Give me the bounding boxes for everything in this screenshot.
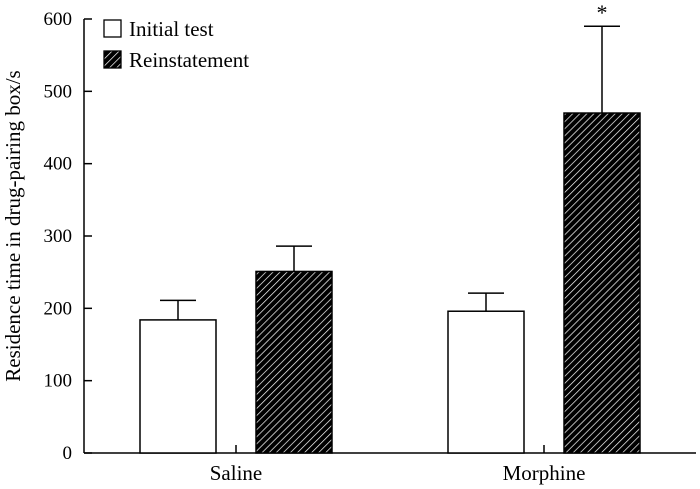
y-tick-label: 500 — [44, 81, 73, 102]
legend-label: Reinstatement — [129, 48, 249, 72]
bar-initial-test — [447, 310, 525, 454]
y-tick-label: 200 — [44, 298, 73, 319]
legend-label: Initial test — [129, 17, 214, 41]
plot-area: 0 100 200 300 400 500 600 Saline Morphine * — [44, 0, 696, 485]
bar-initial-test — [139, 319, 217, 454]
x-category-label: Morphine — [503, 461, 586, 485]
y-tick-label: 0 — [63, 443, 73, 464]
y-tick-label: 100 — [44, 371, 73, 392]
legend: Initial test Reinstatement — [103, 17, 249, 72]
y-tick-label: 300 — [44, 226, 73, 247]
x-category-label: Saline — [210, 461, 263, 485]
significance-marker: * — [597, 0, 608, 25]
y-axis-label: Residence time in drug-pairing box/s — [1, 70, 25, 381]
y-tick-label: 600 — [44, 9, 73, 30]
legend-swatch-initial-test — [103, 19, 122, 38]
bar-reinstatement — [563, 112, 641, 454]
y-tick-label: 400 — [44, 154, 73, 175]
legend-swatch-reinstatement — [103, 50, 122, 69]
bar-reinstatement — [255, 270, 333, 454]
